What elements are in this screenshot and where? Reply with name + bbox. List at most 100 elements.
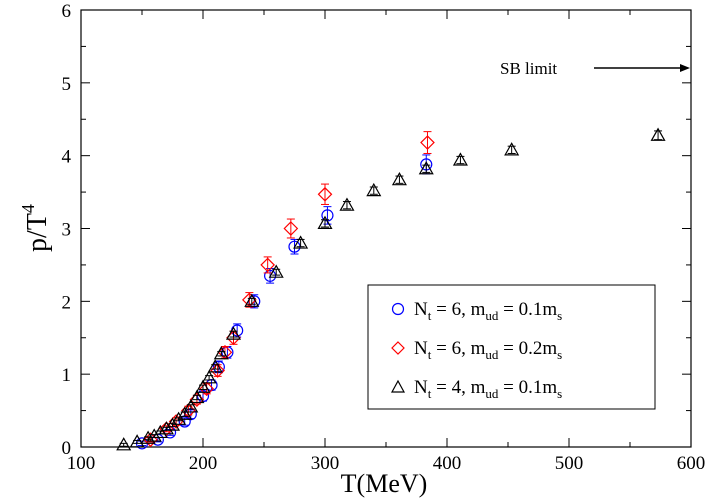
series-triangle: [116, 127, 666, 451]
x-tick-label: 200: [189, 453, 218, 474]
marker-diamond: [420, 135, 435, 150]
data-point-triangle: [129, 434, 145, 448]
legend-2-main: N: [414, 338, 428, 359]
marker-triangle: [293, 235, 309, 249]
sb-limit-arrow-head: [680, 64, 690, 72]
marker-diamond: [317, 186, 333, 202]
y-tick-label: 1: [62, 365, 72, 386]
data-point-triangle: [293, 235, 309, 249]
legend-3-main: N: [414, 377, 428, 398]
data-point-triangle: [189, 389, 205, 404]
y-tick-label: 0: [62, 438, 72, 459]
marker-triangle: [116, 437, 132, 451]
legend: Nt = 6, mud = 0.1ms Nt = 6, mud = 0.2ms …: [367, 284, 656, 410]
marker-diamond: [199, 381, 215, 397]
data-point-diamond: [260, 256, 276, 274]
legend-entry-1: Nt = 6, mud = 0.1ms: [414, 299, 562, 323]
data-point-triangle: [366, 182, 382, 197]
x-tick-label: 300: [311, 453, 340, 474]
axis-ticks: [80, 9, 692, 448]
legend-entry-2: Nt = 6, mud = 0.2ms: [414, 338, 562, 362]
data-point-triangle: [317, 215, 333, 230]
data-point-triangle: [213, 346, 229, 360]
marker-triangle: [152, 424, 168, 439]
marker-diamond: [283, 221, 299, 236]
legend-1-sub3: s: [557, 308, 562, 323]
marker-triangle: [244, 293, 260, 307]
marker-triangle: [418, 161, 434, 175]
legend-2-mid: = 6, m: [431, 338, 485, 359]
data-point-triangle: [418, 161, 434, 175]
marker-triangle: [146, 428, 162, 442]
marker-triangle: [225, 326, 242, 340]
marker-triangle: [177, 406, 193, 420]
legend-marker-diamond: [391, 341, 405, 355]
marker-triangle: [452, 152, 468, 166]
data-point-triangle: [225, 326, 242, 340]
legend-3-end: = 0.1m: [498, 377, 557, 398]
legend-2-sub2: ud: [485, 347, 499, 362]
legend-1-end: = 0.1m: [498, 299, 557, 320]
data-point-triangle: [268, 264, 284, 278]
legend-entry-3: Nt = 4, mud = 0.1ms: [414, 377, 562, 401]
marker-triangle: [201, 370, 217, 384]
x-axis-title: T(MeV): [341, 469, 428, 498]
legend-3-sub3: s: [557, 386, 562, 401]
marker-triangle: [195, 379, 211, 393]
data-point-triangle: [195, 379, 211, 393]
data-point-triangle: [183, 399, 199, 413]
marker-triangle: [129, 434, 145, 448]
marker-triangle: [504, 142, 520, 156]
marker-triangle: [650, 127, 666, 141]
marker-triangle: [207, 359, 223, 373]
legend-3-mid: = 4, m: [431, 377, 485, 398]
marker-triangle: [391, 171, 407, 186]
data-point-triangle: [504, 142, 520, 156]
marker-triangle: [183, 399, 199, 413]
marker-triangle: [366, 182, 382, 197]
marker-triangle: [317, 215, 333, 230]
data-point-triangle: [201, 370, 217, 384]
data-point-diamond: [210, 363, 225, 378]
data-point-triangle: [452, 152, 468, 166]
legend-marker-triangle: [390, 379, 406, 393]
data-point-diamond: [420, 131, 435, 154]
x-tick-label: 600: [677, 453, 706, 474]
legend-2-sub3: s: [557, 347, 562, 362]
y-axis-title: p/T4: [18, 204, 53, 252]
marker-triangle: [339, 197, 355, 211]
legend-marker-circle: [391, 302, 405, 316]
data-point-diamond: [283, 218, 299, 239]
legend-3-sub2: ud: [485, 386, 499, 401]
y-tick-label: 2: [62, 292, 72, 313]
sb-limit-annotation: SB limit: [500, 59, 690, 78]
legend-1-sub2: ud: [485, 308, 499, 323]
sb-limit-label: SB limit: [500, 59, 557, 78]
data-point-triangle: [116, 437, 132, 451]
data-marks: [116, 127, 666, 451]
legend-1-main: N: [414, 299, 428, 320]
legend-1-sub1: t: [428, 308, 432, 323]
y-tick-label: 6: [62, 1, 72, 22]
legend-box: [367, 284, 656, 410]
y-tick-label: 3: [62, 220, 72, 241]
marker-triangle: [158, 421, 174, 435]
x-tick-label: 400: [433, 453, 462, 474]
marker-circle: [264, 269, 277, 282]
y-axis-title-sup: 4: [18, 204, 38, 213]
marker-diamond: [210, 363, 225, 378]
marker-diamond: [260, 257, 276, 273]
tick-labels: 100 200 300 400 500 600 0 1 2 3 4 5 6: [62, 1, 706, 474]
data-point-triangle: [650, 127, 666, 141]
marker-triangle: [189, 389, 205, 404]
legend-1-mid: = 6, m: [431, 299, 485, 320]
data-point-triangle: [391, 171, 407, 186]
data-point-triangle: [207, 359, 223, 373]
x-tick-label: 100: [67, 453, 96, 474]
legend-2-sub1: t: [428, 347, 432, 362]
data-point-diamond: [317, 183, 333, 205]
y-axis-title-main: p/T: [22, 213, 53, 252]
y-tick-label: 5: [62, 74, 72, 95]
legend-3-sub1: t: [428, 386, 432, 401]
x-tick-label: 500: [555, 453, 584, 474]
